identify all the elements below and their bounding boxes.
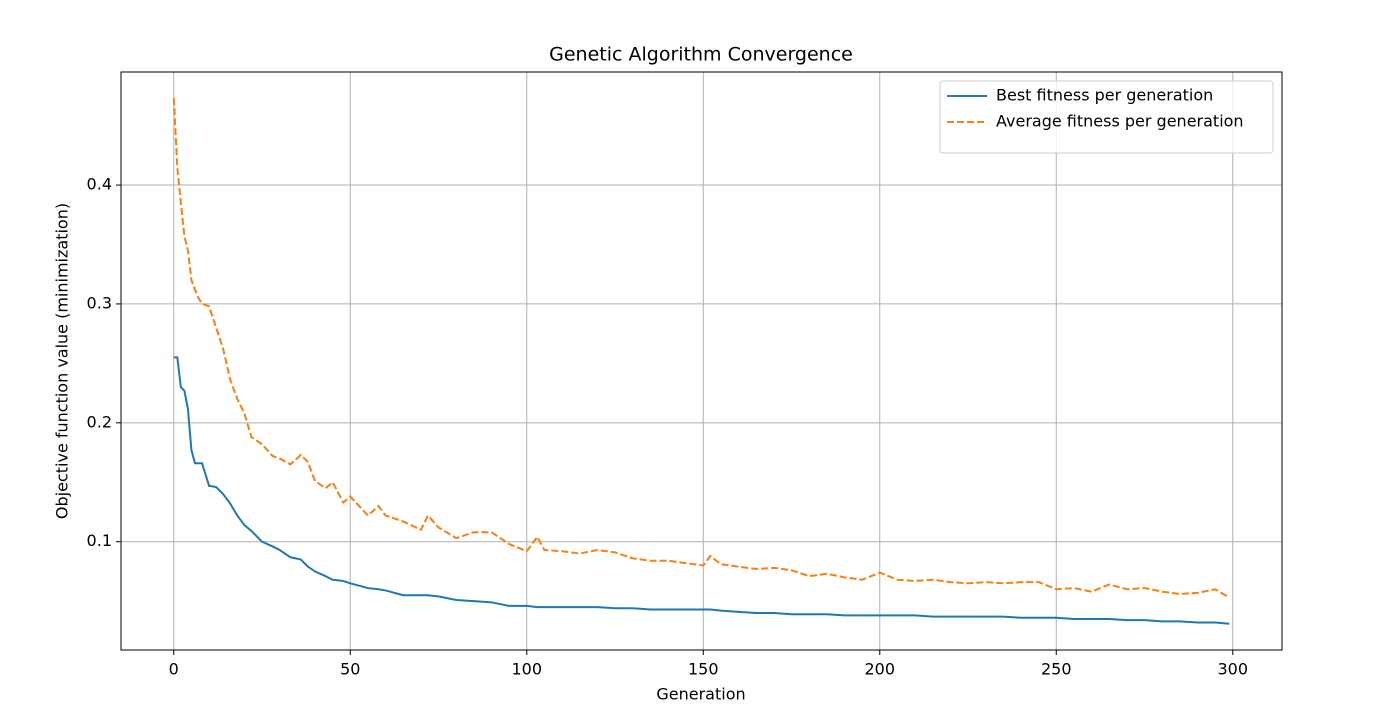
legend-label: Best fitness per generation [996, 86, 1213, 105]
y-tick-label: 0.2 [87, 412, 112, 431]
plot-frame [120, 71, 1283, 651]
y-tick-label: 0.3 [87, 293, 112, 312]
y-axis-label: Objective function value (minimization) [53, 203, 72, 519]
x-tick-label: 100 [511, 660, 542, 679]
x-tick-label: 250 [1041, 660, 1072, 679]
series-line [173, 356, 1230, 625]
legend-box [939, 80, 1274, 154]
x-tick-label: 50 [340, 660, 360, 679]
x-tick-label: 200 [864, 660, 895, 679]
x-axis-label: Generation [656, 685, 745, 704]
y-tick-label: 0.4 [87, 175, 112, 194]
series-line [172, 98, 1230, 599]
x-tick-label: 300 [1217, 660, 1248, 679]
legend-label: Average fitness per generation [996, 112, 1244, 131]
x-tick-label: 150 [688, 660, 719, 679]
x-tick-label: 0 [169, 660, 179, 679]
chart-title: Genetic Algorithm Convergence [549, 44, 853, 66]
y-tick-label: 0.1 [87, 531, 112, 550]
